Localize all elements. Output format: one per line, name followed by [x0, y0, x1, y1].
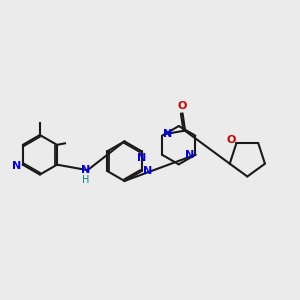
- Text: N: N: [12, 161, 22, 171]
- Text: O: O: [226, 136, 236, 146]
- Text: N: N: [137, 153, 146, 163]
- Text: N: N: [185, 150, 194, 161]
- Text: H: H: [82, 175, 89, 185]
- Text: N: N: [81, 165, 90, 175]
- Text: N: N: [143, 166, 153, 176]
- Text: O: O: [178, 101, 187, 111]
- Text: N: N: [163, 129, 172, 139]
